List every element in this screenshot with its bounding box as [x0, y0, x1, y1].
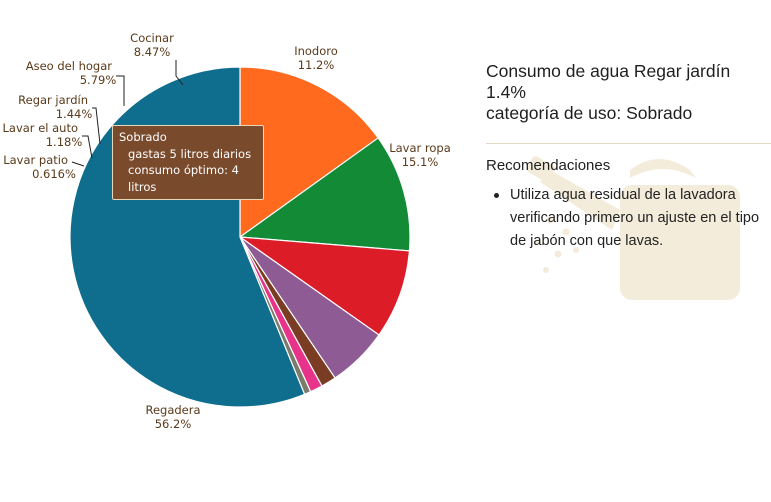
pie-slice-inodoro[interactable] — [238, 137, 411, 252]
slice-label: Regar jardín 1.44% — [18, 93, 92, 121]
list-item: Utiliza agua residual de la lavadora ver… — [494, 184, 760, 253]
slice-label-name: Regar jardín — [18, 93, 88, 107]
watering-can-icon — [526, 156, 740, 300]
slice-label-value: 15.1% — [402, 155, 439, 169]
panel-title-usage-category: categoría de uso: Sobrado — [486, 103, 693, 123]
pie-chart-svg: Lavar ropa 15.1% Inodoro 11.2% Cocinar 8.47% A… — [3, 31, 451, 431]
slice-label: Cocinar 8.47% — [130, 31, 174, 59]
divider — [486, 143, 771, 144]
slice-label-name: Lavar ropa — [389, 141, 451, 155]
slice-label-value: 1.44% — [56, 107, 93, 121]
leader-line — [82, 135, 93, 159]
slice-label-name: Lavar el auto — [3, 121, 79, 135]
leader-line — [116, 75, 125, 106]
bullet-icon — [494, 193, 499, 198]
slice-label-name: Regadera — [145, 403, 200, 417]
slice-label: Lavar el auto 1.18% — [3, 121, 83, 149]
pie-chart: Lavar ropa 15.1% Inodoro 11.2% Cocinar 8.47% A… — [3, 31, 451, 431]
recommendation-text: Utiliza agua residual de la lavadora ver… — [510, 187, 760, 249]
leader-line — [71, 161, 85, 167]
tooltip-optimal: consumo óptimo: 4 litros — [128, 163, 239, 194]
slice-label: Inodoro 11.2% — [294, 44, 338, 72]
slice-label-value: 8.47% — [134, 45, 171, 59]
panel-title: Consumo de agua Regar jardín 1.4% catego… — [486, 61, 766, 124]
slice-label: Lavar ropa 15.1% — [389, 141, 451, 169]
slice-label-name: Lavar patio — [3, 153, 68, 167]
slice-label-value: 11.2% — [298, 58, 335, 72]
slice-label: Lavar patio 0.616% — [3, 153, 76, 181]
slice-label-name: Cocinar — [130, 31, 174, 45]
slice-label-value: 1.18% — [46, 135, 83, 149]
tooltip-category: Sobrado — [119, 130, 167, 144]
slice-label-value: 56.2% — [155, 417, 192, 431]
slice-label-name: Inodoro — [294, 44, 338, 58]
recommendations-list: Utiliza agua residual de la lavadora ver… — [494, 184, 760, 253]
panel-title-category: Consumo de agua Regar jardín — [486, 61, 731, 81]
slice-label: Aseo del hogar 5.79% — [26, 59, 117, 87]
detail-panel: Consumo de agua Regar jardín 1.4% catego… — [486, 0, 771, 502]
recommendations-heading: Recomendaciones — [486, 157, 611, 174]
tooltip-usage: gastas 5 litros diarios — [128, 146, 252, 161]
slice-label-name: Aseo del hogar — [26, 59, 113, 73]
slice-label-value: 0.616% — [32, 167, 76, 181]
panel-title-percent: 1.4% — [486, 82, 526, 102]
leader-line — [92, 107, 101, 145]
leader-line — [175, 60, 184, 86]
slice-label: Regadera 56.2% — [145, 403, 200, 431]
pie-slice-cocinar[interactable] — [237, 236, 411, 336]
slice-label-value: 5.79% — [80, 73, 117, 87]
chart-tooltip: Sobrado gastas 5 litros diarios consumo … — [112, 125, 264, 200]
pie-slice-lavar-ropa[interactable] — [239, 66, 379, 239]
